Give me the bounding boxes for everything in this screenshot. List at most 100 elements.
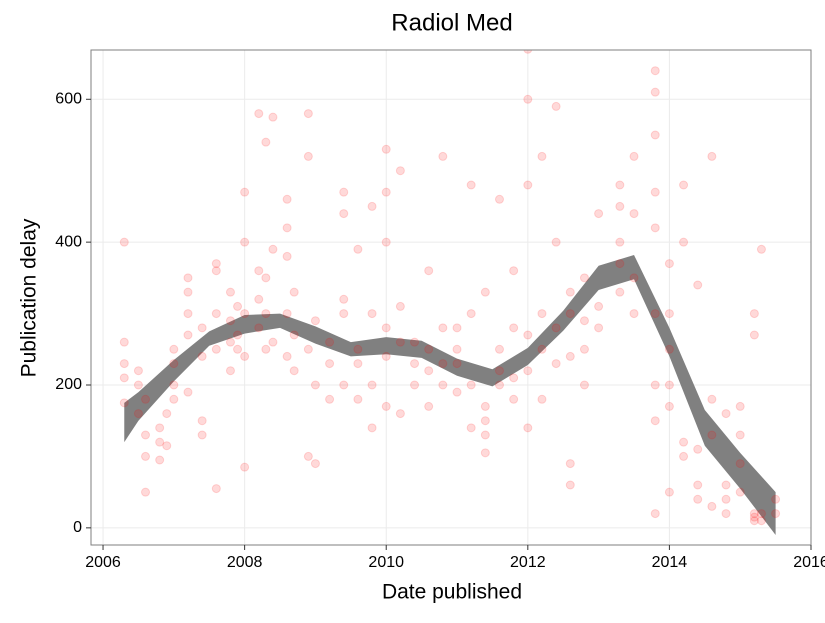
point [438, 380, 448, 390]
point [452, 359, 462, 369]
point [650, 130, 660, 140]
point [339, 187, 349, 197]
point [509, 394, 519, 404]
point [565, 480, 575, 490]
point [381, 323, 391, 333]
point [650, 87, 660, 97]
point [650, 223, 660, 233]
point [233, 344, 243, 354]
point [119, 398, 129, 408]
point [367, 201, 377, 211]
point [615, 237, 625, 247]
point [565, 287, 575, 297]
point [650, 416, 660, 426]
point [466, 423, 476, 433]
point [749, 330, 759, 340]
point [629, 151, 639, 161]
point [565, 309, 575, 319]
point [211, 309, 221, 319]
point [310, 380, 320, 390]
point [537, 344, 547, 354]
point [289, 287, 299, 297]
point [523, 180, 533, 190]
point [353, 244, 363, 254]
y-tick-label: 200 [55, 376, 82, 393]
point [254, 294, 264, 304]
point [537, 151, 547, 161]
point [594, 323, 604, 333]
point [424, 401, 434, 411]
point [771, 494, 781, 504]
point [721, 409, 731, 419]
point [410, 380, 420, 390]
point [664, 380, 674, 390]
point [325, 359, 335, 369]
y-tick-label: 600 [55, 91, 82, 108]
point [756, 516, 766, 526]
plot-area [91, 50, 811, 545]
point [523, 330, 533, 340]
point [466, 380, 476, 390]
point [141, 430, 151, 440]
point [551, 237, 561, 247]
point [509, 373, 519, 383]
point [565, 351, 575, 361]
point [756, 244, 766, 254]
point [494, 344, 504, 354]
x-tick-label: 2010 [368, 554, 404, 571]
y-tick-label: 400 [55, 233, 82, 250]
point [155, 437, 165, 447]
point [381, 401, 391, 411]
point [162, 441, 172, 451]
point [395, 337, 405, 347]
point [240, 309, 250, 319]
point [133, 409, 143, 419]
point [381, 237, 391, 247]
point [707, 501, 717, 511]
point [438, 359, 448, 369]
point [466, 180, 476, 190]
point [261, 137, 271, 147]
point [381, 187, 391, 197]
point [749, 516, 759, 526]
point [707, 430, 717, 440]
point [679, 237, 689, 247]
point [650, 309, 660, 319]
point [133, 380, 143, 390]
point [629, 209, 639, 219]
point [523, 423, 533, 433]
point [494, 380, 504, 390]
point [679, 451, 689, 461]
point [141, 451, 151, 461]
point [494, 194, 504, 204]
point [650, 66, 660, 76]
point [707, 394, 717, 404]
point [282, 223, 292, 233]
point [480, 448, 490, 458]
point [664, 401, 674, 411]
point [162, 409, 172, 419]
point [211, 344, 221, 354]
point [466, 309, 476, 319]
point [480, 430, 490, 440]
point [664, 487, 674, 497]
point [197, 351, 207, 361]
point [650, 380, 660, 390]
point [771, 509, 781, 519]
point [325, 337, 335, 347]
x-tick-label: 2016 [793, 554, 825, 571]
point [579, 344, 589, 354]
point [438, 151, 448, 161]
point [509, 323, 519, 333]
point [155, 455, 165, 465]
x-tick-label: 2006 [85, 554, 121, 571]
point [325, 394, 335, 404]
point [240, 351, 250, 361]
point [395, 166, 405, 176]
x-tick-label: 2012 [510, 554, 546, 571]
point [303, 451, 313, 461]
point [679, 180, 689, 190]
point [261, 273, 271, 283]
point [169, 344, 179, 354]
point [551, 323, 561, 333]
